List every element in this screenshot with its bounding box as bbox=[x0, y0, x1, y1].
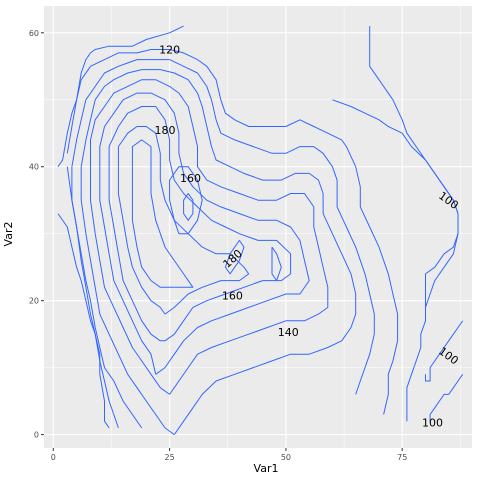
x-tick-label: 25 bbox=[165, 453, 175, 462]
contour-line bbox=[224, 239, 245, 275]
y-tick-label: 0 bbox=[34, 431, 39, 440]
contour-line bbox=[429, 374, 464, 422]
contour-label: 100 bbox=[422, 417, 443, 430]
contour-line bbox=[131, 139, 194, 288]
contour-label: 160 bbox=[180, 172, 201, 185]
contour-line bbox=[99, 92, 310, 375]
contour-lines bbox=[57, 25, 464, 436]
y-tick-label: 40 bbox=[29, 163, 39, 172]
x-axis: 0 25 50 75 bbox=[51, 448, 407, 462]
contour-line bbox=[80, 166, 175, 436]
contour-line bbox=[80, 69, 357, 435]
contour-line bbox=[71, 59, 375, 395]
contour-label: 180 bbox=[154, 124, 175, 137]
contour-line bbox=[183, 193, 194, 221]
contour-line bbox=[71, 166, 143, 429]
contour-line bbox=[90, 79, 329, 395]
major-gridlines bbox=[44, 6, 472, 448]
contour-label: 140 bbox=[278, 326, 299, 339]
contour-line bbox=[332, 99, 459, 308]
x-tick-label: 75 bbox=[397, 453, 407, 462]
plot-panel bbox=[44, 6, 472, 448]
contour-line bbox=[131, 166, 175, 288]
contour-line bbox=[108, 106, 292, 342]
x-tick-label: 0 bbox=[51, 453, 56, 462]
contour-line bbox=[271, 246, 282, 282]
contour-label: 160 bbox=[222, 289, 243, 302]
x-axis-title: Var1 bbox=[254, 462, 279, 475]
y-tick-label: 60 bbox=[29, 29, 39, 38]
contour-line bbox=[57, 213, 110, 429]
contour-line bbox=[117, 166, 166, 315]
contour-line bbox=[66, 49, 399, 415]
contour-line bbox=[169, 166, 203, 235]
contour-line bbox=[117, 126, 250, 315]
y-axis-title: Var2 bbox=[2, 222, 15, 247]
contour-line bbox=[108, 166, 165, 342]
contour-line bbox=[57, 25, 184, 167]
contour-line bbox=[99, 166, 157, 375]
y-tick-label: 20 bbox=[29, 297, 39, 306]
contour-line bbox=[90, 166, 170, 395]
x-tick-label: 50 bbox=[281, 453, 291, 462]
contour-line bbox=[369, 26, 459, 422]
y-axis: 0 20 40 60 bbox=[29, 29, 44, 440]
contour-label: 120 bbox=[159, 44, 180, 57]
contour-line bbox=[425, 320, 464, 382]
